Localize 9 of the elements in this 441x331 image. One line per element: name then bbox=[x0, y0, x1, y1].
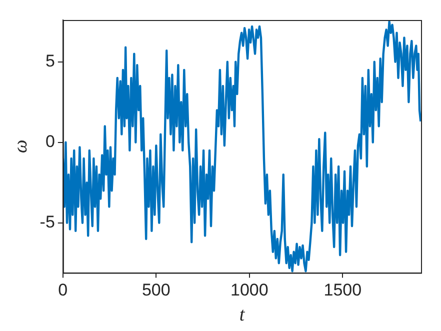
x-tick-label: 0 bbox=[58, 280, 68, 300]
y-tick-label: -5 bbox=[40, 212, 55, 232]
x-axis-title: t bbox=[239, 304, 246, 326]
x-tick-label: 500 bbox=[142, 280, 170, 300]
y-tick-label: 5 bbox=[45, 52, 55, 71]
y-tick-label: 0 bbox=[45, 132, 55, 152]
x-tick-label: 1000 bbox=[230, 280, 268, 300]
x-tick-label: 1500 bbox=[324, 280, 362, 300]
y-axis-title: ω bbox=[10, 140, 32, 154]
